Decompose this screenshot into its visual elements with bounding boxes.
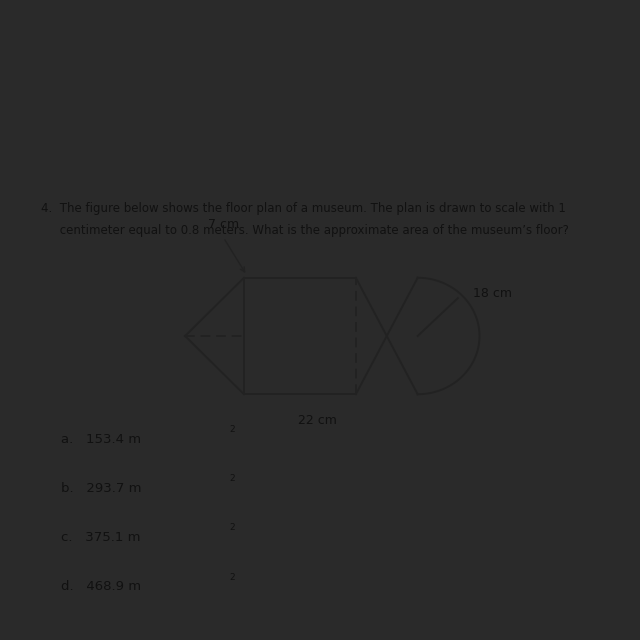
Text: centimeter equal to 0.8 meters. What is the approximate area of the museum’s flo: centimeter equal to 0.8 meters. What is … bbox=[41, 224, 569, 237]
Text: 4.  The figure below shows the floor plan of a museum. The plan is drawn to scal: 4. The figure below shows the floor plan… bbox=[41, 202, 566, 214]
Text: 22 cm: 22 cm bbox=[298, 415, 337, 428]
Text: 2: 2 bbox=[229, 524, 235, 532]
Text: 18 cm: 18 cm bbox=[472, 287, 511, 300]
Text: 7 cm: 7 cm bbox=[208, 218, 239, 231]
Text: a.   153.4 m: a. 153.4 m bbox=[61, 433, 141, 445]
Text: 2: 2 bbox=[229, 425, 235, 434]
Text: c.   375.1 m: c. 375.1 m bbox=[61, 531, 141, 544]
Text: d.   468.9 m: d. 468.9 m bbox=[61, 580, 141, 593]
Text: 2: 2 bbox=[229, 474, 235, 483]
Text: b.   293.7 m: b. 293.7 m bbox=[61, 482, 142, 495]
Text: 2: 2 bbox=[229, 573, 235, 582]
